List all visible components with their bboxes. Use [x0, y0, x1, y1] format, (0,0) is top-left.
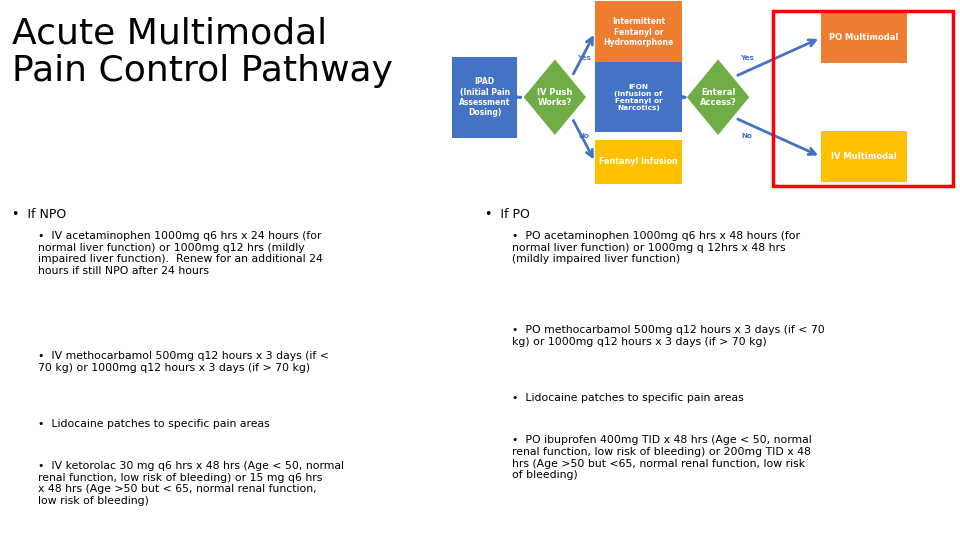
- Text: IV Push
Works?: IV Push Works?: [538, 87, 572, 107]
- Text: Fentanyl Infusion: Fentanyl Infusion: [599, 158, 678, 166]
- Text: Yes: Yes: [740, 55, 754, 62]
- Text: PO Multimodal: PO Multimodal: [829, 33, 899, 42]
- Text: •  If NPO: • If NPO: [12, 208, 66, 221]
- Polygon shape: [687, 59, 749, 135]
- Text: No: No: [578, 133, 589, 139]
- Text: •  IV acetaminophen 1000mg q6 hrs x 24 hours (for
normal liver function) or 1000: • IV acetaminophen 1000mg q6 hrs x 24 ho…: [38, 231, 324, 276]
- FancyBboxPatch shape: [821, 12, 907, 64]
- Text: Acute Multimodal
Pain Control Pathway: Acute Multimodal Pain Control Pathway: [12, 16, 393, 88]
- FancyBboxPatch shape: [821, 131, 907, 183]
- Text: IPAD
(Initial Pain
Assessment
Dosing): IPAD (Initial Pain Assessment Dosing): [459, 77, 511, 117]
- Text: •  PO ibuprofen 400mg TID x 48 hrs (Age < 50, normal
renal function, low risk of: • PO ibuprofen 400mg TID x 48 hrs (Age <…: [512, 435, 811, 480]
- Text: No: No: [741, 133, 753, 139]
- Text: •  If PO: • If PO: [485, 208, 530, 221]
- FancyBboxPatch shape: [595, 140, 682, 184]
- Polygon shape: [524, 59, 586, 135]
- Text: IV Multimodal: IV Multimodal: [831, 152, 897, 161]
- FancyBboxPatch shape: [595, 2, 682, 64]
- Text: •  Lidocaine patches to specific pain areas: • Lidocaine patches to specific pain are…: [38, 419, 270, 429]
- Text: •  PO acetaminophen 1000mg q6 hrs x 48 hours (for
normal liver function) or 1000: • PO acetaminophen 1000mg q6 hrs x 48 ho…: [512, 231, 800, 265]
- Text: Intermittent
Fentanyl or
Hydromorphone: Intermittent Fentanyl or Hydromorphone: [603, 17, 674, 48]
- Text: •  PO methocarbamol 500mg q12 hours x 3 days (if < 70
kg) or 1000mg q12 hours x : • PO methocarbamol 500mg q12 hours x 3 d…: [512, 325, 825, 347]
- FancyBboxPatch shape: [595, 62, 682, 132]
- Text: IFON
(Infusion of
Fentanyl or
Narcotics): IFON (Infusion of Fentanyl or Narcotics): [614, 84, 662, 111]
- Text: •  Lidocaine patches to specific pain areas: • Lidocaine patches to specific pain are…: [512, 393, 743, 403]
- Text: Enteral
Access?: Enteral Access?: [700, 87, 736, 107]
- Text: Yes: Yes: [577, 55, 590, 62]
- FancyBboxPatch shape: [452, 57, 517, 138]
- Text: •  IV ketorolac 30 mg q6 hrs x 48 hrs (Age < 50, normal
renal function, low risk: • IV ketorolac 30 mg q6 hrs x 48 hrs (Ag…: [38, 461, 345, 506]
- Text: •  IV methocarbamol 500mg q12 hours x 3 days (if <
70 kg) or 1000mg q12 hours x : • IV methocarbamol 500mg q12 hours x 3 d…: [38, 351, 329, 373]
